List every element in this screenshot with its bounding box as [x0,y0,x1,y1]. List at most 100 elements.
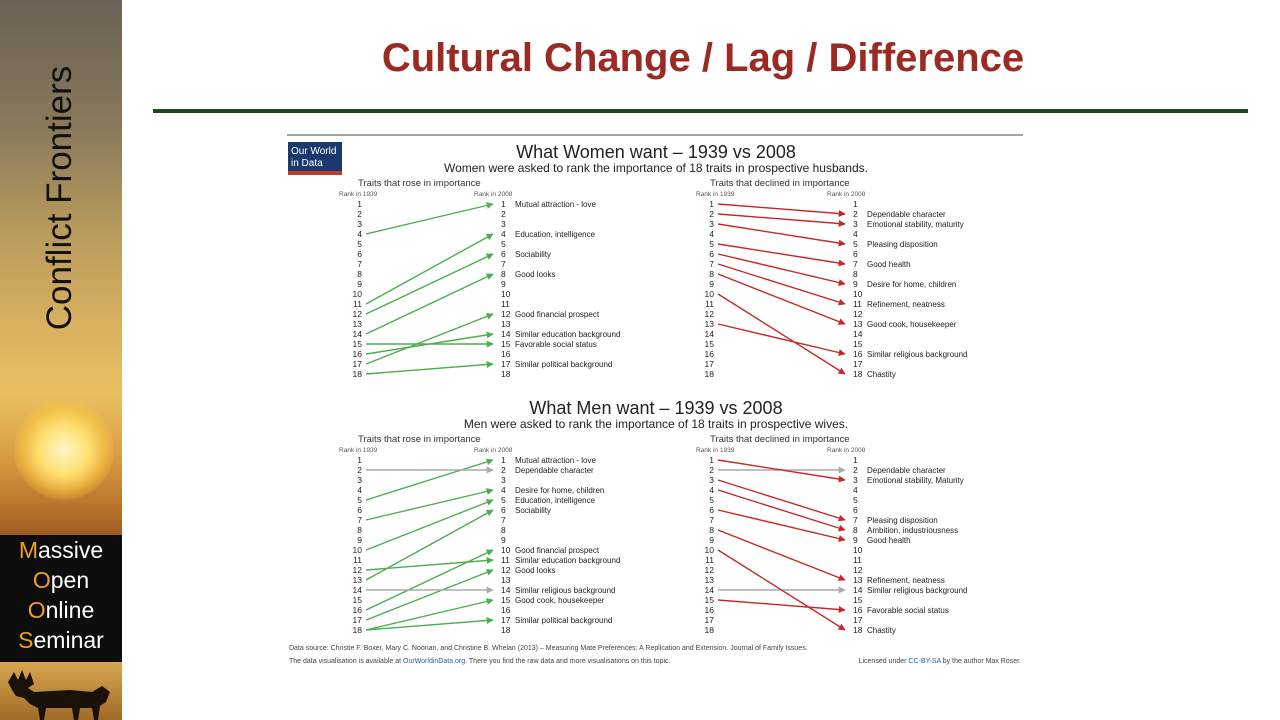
rank-tick-label: 8 [853,525,858,535]
rank-tick-label: 2 [501,465,506,475]
rank-tick-label: 14 [501,329,511,339]
rank-tick-label: 6 [501,505,506,515]
rank-tick-label: 4 [501,229,506,239]
trait-slope-declined [717,509,846,542]
trait-slope-declined [717,293,846,375]
rank-tick-label: 15 [501,339,511,349]
brand-vertical: Conflict Frontiers [20,28,100,368]
trait-label-declined: Good health [867,536,911,545]
rank-tick-label: 15 [353,595,363,605]
rank-tick-label: 5 [853,495,858,505]
rank-tick-label: 8 [501,269,506,279]
rank-tick-label: 12 [501,309,511,319]
rank-tick-label: 2 [853,209,858,219]
moose-silhouette-image [0,662,122,720]
rank-tick-label: 12 [853,565,863,575]
rank-tick-label: 10 [501,545,511,555]
trait-slope-rose [365,499,494,551]
trait-label-declined: Refinement, neatness [867,576,945,585]
trait-label-declined: Refinement, neatness [867,300,945,309]
rank-tick-label: 10 [853,289,863,299]
rank-tick-label: 16 [353,605,363,615]
trait-slope-rose [365,202,494,235]
rank-tick-label: 10 [853,545,863,555]
trait-slope-rose [365,598,494,631]
rose-heading: Traits that rose in importance [358,178,481,189]
footer-license: Licensed under CC-BY-SA by the author Ma… [859,658,1021,665]
trait-label-declined: Good cook, housekeeper [867,320,957,329]
rank-tick-label: 17 [705,615,715,625]
rank-tick-label: 5 [501,495,506,505]
rank-tick-label: 1 [853,455,858,465]
mooc-line-2: Open [32,567,90,593]
rank-tick-label: 3 [853,219,858,229]
trait-label-rose: Mutual attraction - love [515,200,596,209]
rank-tick-label: 16 [501,605,511,615]
panel-title: What Men want – 1939 vs 2008 [529,398,782,418]
trait-label-rose: Sociability [515,250,551,259]
panel-subtitle: Women were asked to rank the importance … [444,161,868,175]
rank-tick-label: 2 [709,465,714,475]
trait-slope-declined [717,549,846,631]
rank-tick-label: 15 [853,339,863,349]
footer-source: Data source: Christie F. Boxer, Mary C. … [289,645,808,652]
rank-header: Rank in 2008 [827,447,866,454]
rank-tick-label: 4 [357,229,362,239]
rank-tick-label: 7 [357,259,362,269]
trait-slope-rose [365,488,494,521]
trait-slope-rose [365,569,494,621]
rank-tick-label: 16 [501,349,511,359]
owid-logo-box [288,142,342,174]
rank-tick-label: 18 [705,625,715,635]
footer-owid-link: OurWorldinData.org [403,658,465,665]
trait-slope-declined [717,263,846,306]
trait-slope-rose [365,273,494,335]
trait-slope-declined [717,489,846,532]
trait-slope-rose [365,233,494,305]
rank-tick-label: 6 [357,505,362,515]
panel-subtitle: Men were asked to rank the importance of… [464,417,848,431]
rank-tick-label: 3 [709,475,714,485]
rank-tick-label: 16 [853,605,863,615]
rank-tick-label: 16 [853,349,863,359]
declined-heading: Traits that declined in importance [710,178,850,189]
rank-tick-label: 7 [501,259,506,269]
footer-availability-text: . There you find the raw data and more v… [465,658,670,665]
trait-slope-declined [717,253,846,286]
rank-tick-label: 17 [353,615,363,625]
trait-label-rose: Mutual attraction - love [515,456,596,465]
rank-header: Rank in 2008 [474,191,513,198]
rank-tick-label: 8 [853,269,858,279]
trait-label-rose: Good cook, housekeeper [515,596,605,605]
rank-tick-label: 4 [709,229,714,239]
rank-tick-label: 5 [853,239,858,249]
rank-tick-label: 18 [853,369,863,379]
rank-tick-label: 3 [501,219,506,229]
trait-slope-rose [365,557,494,571]
trait-slope-declined [717,273,846,325]
rank-tick-label: 2 [357,465,362,475]
trait-label-rose: Favorable social status [515,340,597,349]
trait-label-rose: Desire for home, children [515,486,604,495]
rose-heading: Traits that rose in importance [358,434,481,445]
rank-tick-label: 11 [705,555,714,565]
mooc-box: Massive Open Online Seminar [0,535,122,662]
rank-tick-label: 12 [705,309,715,319]
trait-label-declined: Emotional stability, maturity [867,220,964,229]
rank-tick-label: 18 [353,369,363,379]
rank-tick-label: 11 [705,299,714,309]
trait-slope-rose [365,361,494,375]
trait-label-declined: Pleasing disposition [867,240,938,249]
rank-tick-label: 13 [705,575,715,585]
rank-tick-label: 3 [853,475,858,485]
rank-tick-label: 1 [357,199,362,209]
rank-tick-label: 14 [705,329,715,339]
rank-tick-label: 18 [705,369,715,379]
rank-tick-label: 3 [357,475,362,485]
mooc-line-3: Online [27,597,95,623]
rank-tick-label: 1 [357,455,362,465]
rank-tick-label: 17 [705,359,715,369]
rank-tick-label: 13 [853,319,863,329]
trait-label-declined: Similar religious background [867,586,968,595]
